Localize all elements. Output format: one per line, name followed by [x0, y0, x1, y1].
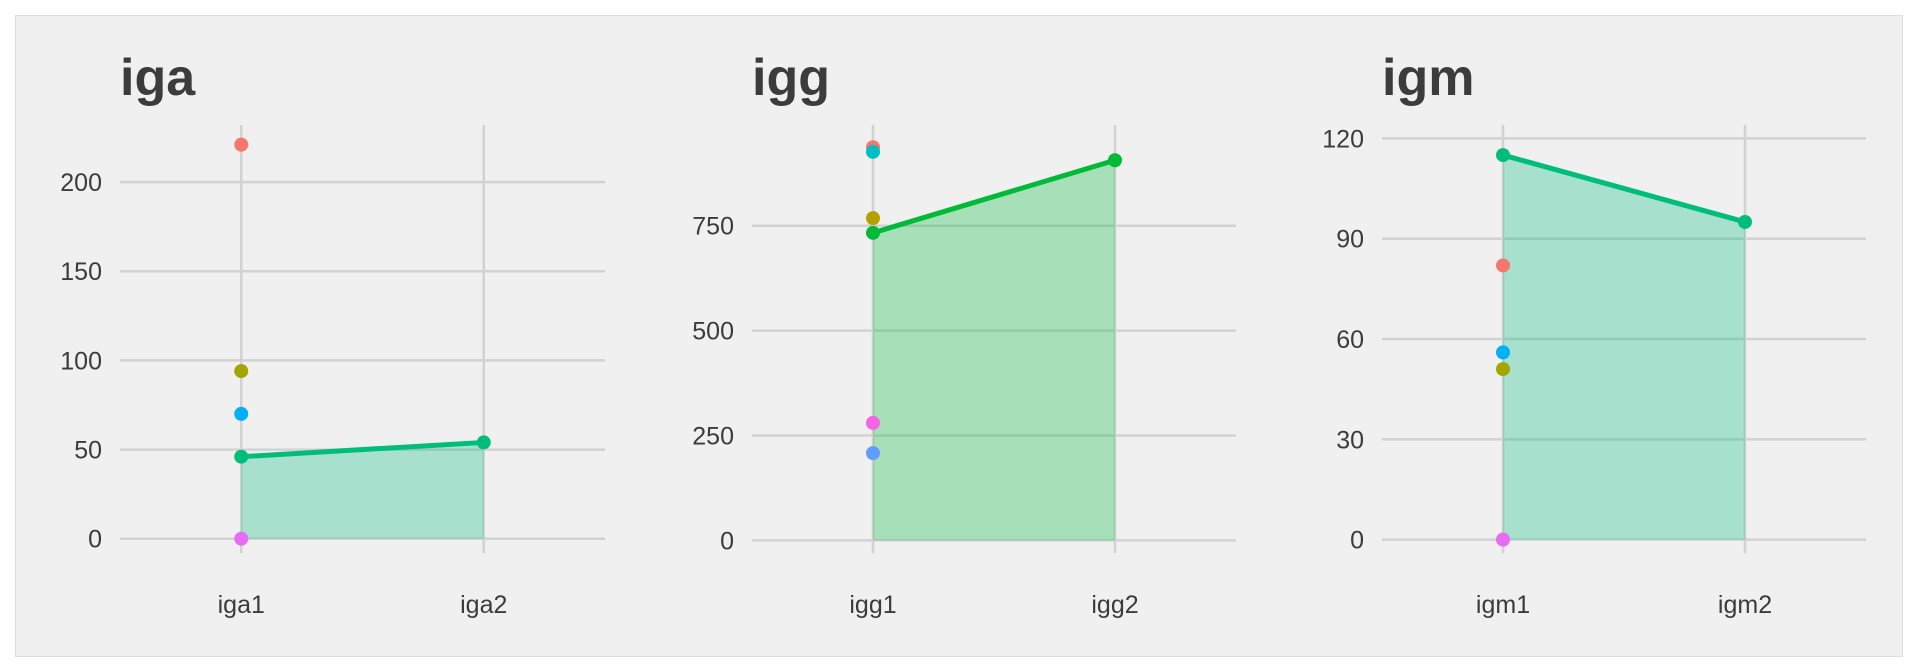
- y-tick-label: 60: [1336, 326, 1364, 354]
- panel-igm: igm 0 30 60 90 120 igm1 igm2: [1322, 49, 1866, 619]
- data-point: [234, 407, 248, 421]
- line-point: [1496, 148, 1510, 162]
- y-tick-label: 120: [1322, 125, 1364, 153]
- line-point: [477, 435, 491, 449]
- y-tick-label: 250: [692, 423, 734, 451]
- panel-title: igg: [752, 49, 830, 107]
- y-tick-label: 200: [60, 169, 102, 197]
- data-point: [1496, 533, 1510, 547]
- line-point: [234, 450, 248, 464]
- x-tick-label: igm2: [1718, 591, 1772, 619]
- data-point: [866, 446, 880, 460]
- x-tick-label: igm1: [1476, 591, 1530, 619]
- data-point: [1496, 362, 1510, 376]
- x-tick-label: igg2: [1091, 591, 1138, 619]
- y-tick-label: 750: [692, 213, 734, 241]
- line-point: [866, 226, 880, 240]
- data-point: [1496, 258, 1510, 272]
- panel-iga: iga 0 50 100 150 200 iga1 iga2: [60, 49, 605, 619]
- data-point: [234, 532, 248, 546]
- x-tick-label: iga1: [218, 591, 265, 619]
- y-tick-label: 0: [720, 527, 734, 555]
- y-tick-label: 90: [1336, 226, 1364, 254]
- data-point: [234, 364, 248, 378]
- y-tick-label: 100: [60, 347, 102, 375]
- y-tick-label: 30: [1336, 426, 1364, 454]
- y-tick-label: 500: [692, 318, 734, 346]
- panel-title: igm: [1382, 49, 1474, 107]
- data-point: [866, 145, 880, 159]
- data-point: [866, 416, 880, 430]
- data-point: [234, 138, 248, 152]
- panel-igg: igg 0 250 500 750 igg1 igg2: [692, 49, 1236, 619]
- line-point: [1738, 215, 1752, 229]
- panel-title: iga: [120, 49, 196, 107]
- x-tick-label: iga2: [460, 591, 507, 619]
- y-tick-label: 0: [1350, 527, 1364, 555]
- data-point: [1496, 345, 1510, 359]
- data-point: [866, 211, 880, 225]
- y-tick-label: 150: [60, 258, 102, 286]
- y-tick-label: 50: [74, 437, 102, 465]
- area-fill: [873, 160, 1115, 540]
- x-tick-label: igg1: [849, 591, 896, 619]
- y-tick-label: 0: [88, 526, 102, 554]
- line-point: [1108, 153, 1122, 167]
